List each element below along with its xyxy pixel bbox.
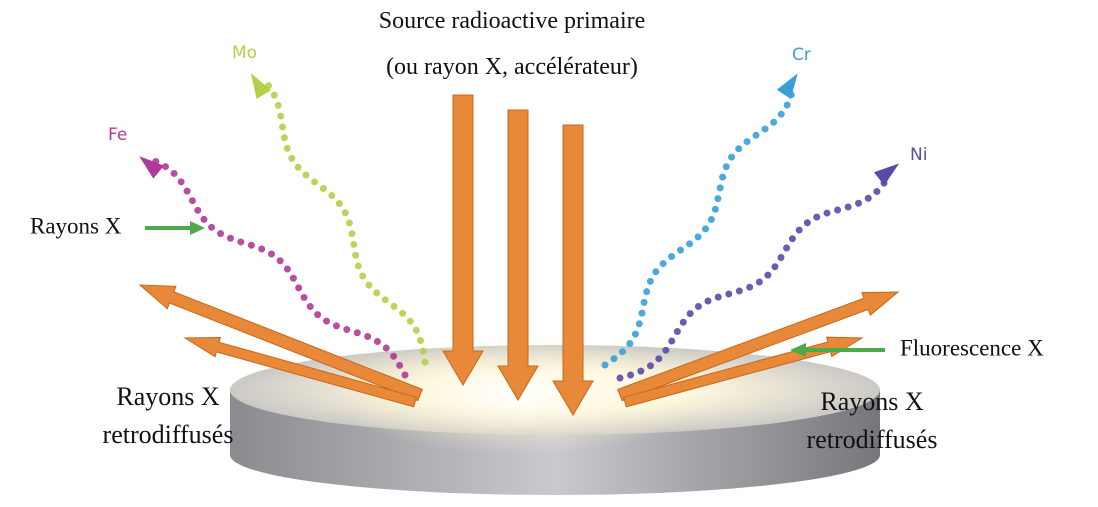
fluorescence-label: Fluorescence X bbox=[900, 335, 1044, 360]
source-subtitle: (ou rayon X, accélérateur) bbox=[386, 54, 638, 80]
wave-arrowhead bbox=[139, 156, 164, 178]
element-label: Cr bbox=[792, 45, 811, 65]
element-label: Mo bbox=[232, 43, 257, 63]
source-title: Source radioactive primaire bbox=[379, 8, 646, 34]
xrays-label: Rayons X bbox=[30, 213, 122, 238]
element-label: Fe bbox=[108, 125, 127, 145]
wave-ray bbox=[265, 81, 426, 362]
element-label: Ni bbox=[910, 145, 927, 165]
wave-ray bbox=[605, 87, 793, 365]
backscatter-label: retrodiffusés bbox=[103, 420, 234, 449]
backscatter-label: Rayons X bbox=[116, 382, 220, 411]
diagram: Source radioactive primaire (ou rayon X,… bbox=[0, 0, 1098, 507]
backscatter-label: retrodiffusés bbox=[807, 425, 938, 454]
backscatter-label: Rayons X bbox=[820, 387, 924, 416]
